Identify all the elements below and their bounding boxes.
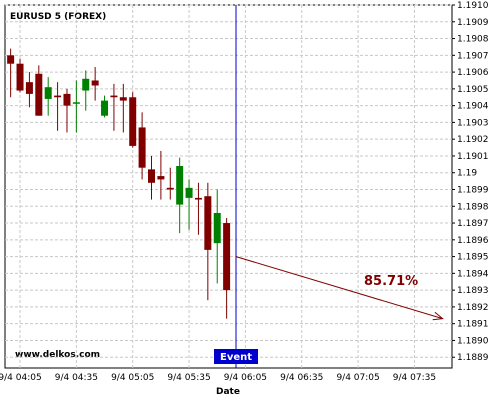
y-tick-label: 1.1889 [457, 353, 489, 363]
candle-body [16, 63, 24, 91]
candle-body [166, 187, 174, 190]
candle-body [54, 95, 62, 98]
y-tick-label: 1.1907 [457, 51, 489, 61]
x-tick-label: 9/4 04:35 [55, 373, 98, 383]
x-tick-label: 9/4 06:35 [280, 373, 323, 383]
event-badge [214, 349, 259, 364]
y-tick-label: 1.1895 [457, 253, 489, 263]
y-tick-label: 1.1898 [457, 202, 489, 212]
y-tick-label: 1.1906 [457, 68, 489, 78]
y-tick-label: 1.1893 [457, 286, 489, 296]
candle-body [147, 169, 155, 183]
forecast-arrow [235, 256, 443, 320]
y-tick-label: 1.1910 [457, 1, 489, 11]
candle-body [72, 102, 80, 104]
y-tick-label: 1.1896 [457, 236, 489, 246]
x-tick-label: 9/4 05:35 [167, 373, 210, 383]
event-label: Event [220, 352, 252, 363]
forecast-label: 85.71% [364, 274, 418, 289]
y-tick-label: 1.1905 [457, 85, 489, 95]
x-tick-label: 9/4 07:05 [336, 373, 379, 383]
y-tick-label: 1.1894 [457, 269, 489, 279]
y-tick-label: 1.1899 [457, 186, 489, 196]
candle-body [82, 78, 90, 91]
y-tick-label: 1.1908 [457, 35, 489, 45]
x-tick-label: 9/4 07:35 [393, 373, 436, 383]
y-tick-label: 1.1897 [457, 219, 489, 229]
candle-body [110, 95, 118, 98]
x-tick-label: 9/4 05:05 [111, 373, 154, 383]
chart-title: EURUSD 5 (FOREX) [10, 12, 106, 22]
y-tick-label: 1.1891 [457, 320, 489, 330]
candle-body [91, 80, 99, 86]
x-axis-label: Date [216, 387, 240, 397]
plot-area [4, 4, 453, 369]
candle-body [101, 100, 109, 116]
candle-body [129, 97, 137, 146]
x-tick-label: 9/4 06:05 [224, 373, 267, 383]
y-tick-label: 1.1890 [457, 336, 489, 346]
y-tick-label: 1.1892 [457, 303, 489, 313]
candle-body [63, 93, 71, 106]
x-tick-label: 9/4 04:05 [0, 373, 42, 383]
candle-body [223, 223, 231, 291]
candle-body [35, 73, 43, 116]
watermark: www.delkos.com [15, 350, 100, 360]
y-tick-label: 1.19 [457, 169, 477, 179]
candle-body [194, 197, 202, 200]
arrow-head [432, 311, 444, 321]
candle-body [204, 196, 212, 250]
candle-body [138, 127, 146, 168]
candle-body [176, 166, 184, 205]
candle-body [213, 212, 221, 244]
candle-body [25, 82, 33, 94]
candle-body [185, 187, 193, 198]
y-tick-label: 1.1901 [457, 152, 489, 162]
y-tick-label: 1.1902 [457, 135, 489, 145]
candle-body [7, 55, 15, 64]
y-tick-label: 1.1904 [457, 102, 489, 112]
y-tick-label: 1.1909 [457, 18, 489, 28]
candle-body [157, 176, 165, 180]
candle-body [119, 97, 127, 101]
y-tick-label: 1.1903 [457, 118, 489, 128]
candle-body [44, 87, 52, 99]
